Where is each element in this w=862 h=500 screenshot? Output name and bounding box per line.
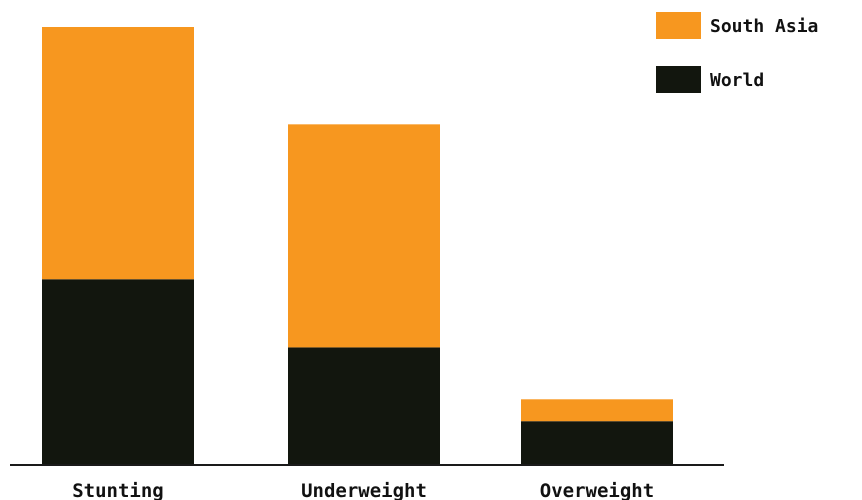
- bar-overweight-world: [521, 421, 673, 465]
- bar-underweight-south-asia: [288, 124, 440, 348]
- x-tick-label-underweight: Underweight: [301, 480, 427, 500]
- legend: South Asia World: [656, 12, 818, 93]
- bars-layer: [42, 27, 673, 465]
- x-tick-label-overweight: Overweight: [540, 480, 654, 500]
- x-tick-label-stunting: Stunting: [72, 480, 164, 500]
- legend-swatch-south-asia: [656, 12, 701, 39]
- bar-overweight-south-asia: [521, 399, 673, 422]
- bar-stunting-south-asia: [42, 27, 194, 280]
- bar-underweight-world: [288, 347, 440, 465]
- legend-label-south-asia: South Asia: [710, 16, 818, 37]
- x-axis-tick-labels: Stunting Underweight Overweight: [72, 480, 654, 500]
- legend-label-world: World: [710, 70, 764, 91]
- legend-swatch-world: [656, 66, 701, 93]
- bar-stunting-world: [42, 279, 194, 465]
